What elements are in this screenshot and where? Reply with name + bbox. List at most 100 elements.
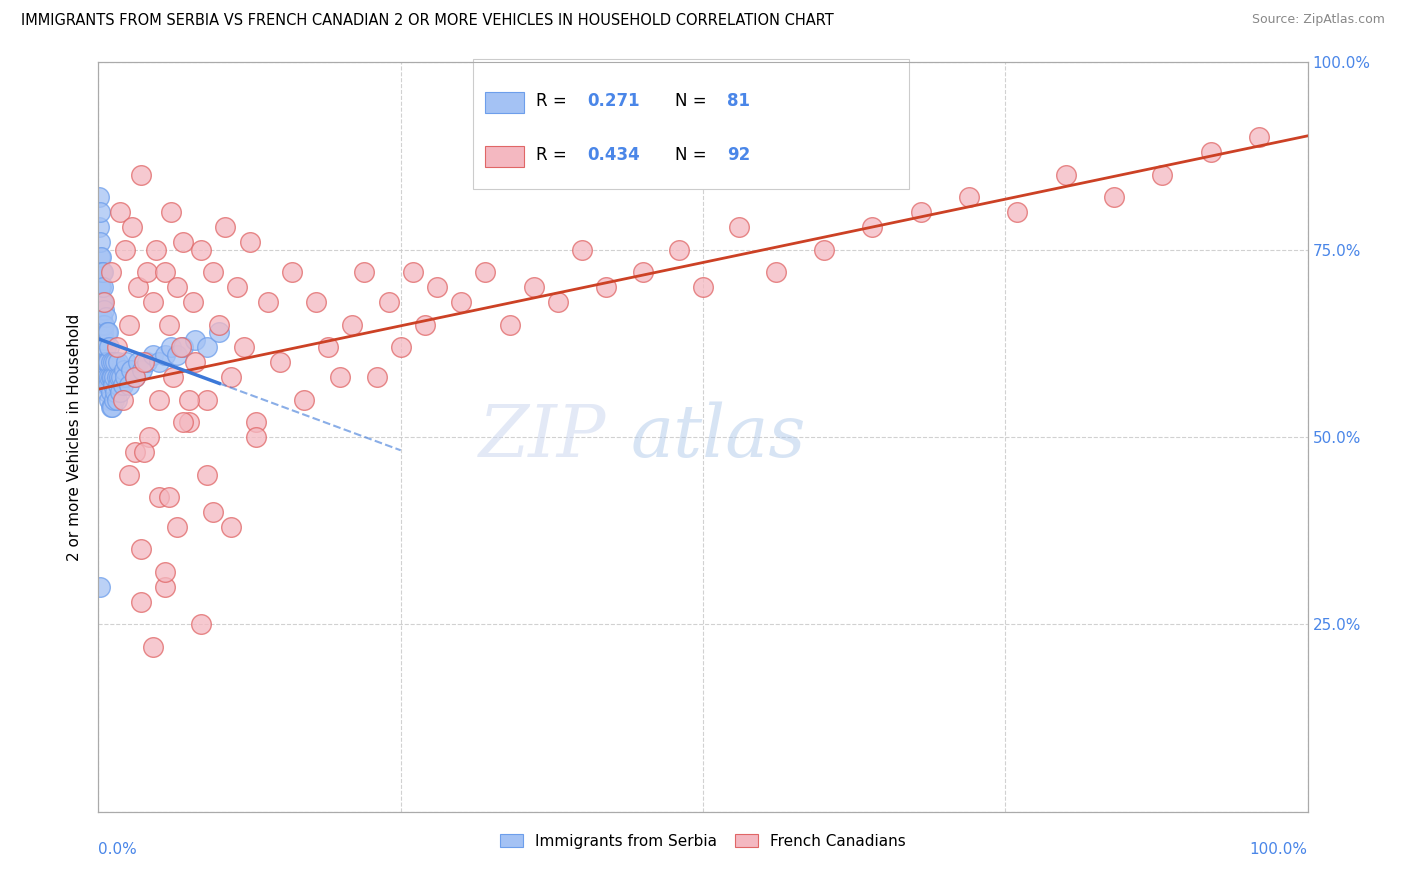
Point: [112, 362, 135, 376]
Point: [353, 265, 375, 279]
Point: [124, 445, 146, 459]
Point: [239, 235, 262, 250]
Point: [153, 265, 176, 279]
Point: [91, 295, 114, 310]
Point: [98, 392, 121, 407]
Text: ZIP: ZIP: [479, 401, 606, 473]
Point: [547, 295, 569, 310]
Point: [129, 542, 152, 557]
Point: [179, 415, 201, 429]
Point: [195, 340, 218, 354]
Point: [166, 348, 188, 362]
Point: [214, 220, 236, 235]
Point: [121, 220, 143, 235]
Text: 100.0%: 100.0%: [1250, 842, 1308, 856]
Point: [131, 362, 153, 376]
Point: [100, 355, 122, 369]
Point: [101, 355, 124, 369]
Point: [134, 445, 156, 459]
Point: [108, 370, 131, 384]
Point: [101, 377, 124, 392]
Point: [105, 340, 128, 354]
Point: [93, 318, 115, 332]
Point: [89, 265, 111, 279]
Point: [127, 280, 149, 294]
Point: [93, 295, 115, 310]
Point: [1054, 168, 1077, 182]
Point: [138, 430, 160, 444]
Point: [256, 295, 278, 310]
Point: [91, 295, 114, 310]
Text: 81: 81: [727, 92, 751, 110]
Point: [172, 415, 194, 429]
Point: [166, 280, 188, 294]
Point: [153, 580, 176, 594]
Point: [94, 340, 117, 354]
Point: [142, 348, 165, 362]
Point: [208, 318, 231, 332]
Point: [184, 355, 207, 369]
Point: [860, 220, 883, 235]
Point: [157, 318, 180, 332]
Point: [91, 280, 114, 294]
Point: [124, 370, 146, 384]
Point: [169, 340, 191, 354]
Text: 92: 92: [727, 146, 751, 164]
Point: [111, 392, 134, 407]
Point: [195, 467, 218, 482]
Point: [377, 295, 399, 310]
Point: [91, 265, 114, 279]
Point: [160, 340, 183, 354]
Point: [127, 355, 149, 369]
Point: [190, 243, 212, 257]
Point: [103, 370, 125, 384]
Point: [202, 505, 225, 519]
Text: 0.0%: 0.0%: [98, 842, 138, 856]
Text: 0.434: 0.434: [586, 146, 640, 164]
Point: [305, 295, 328, 310]
Point: [426, 280, 449, 294]
Point: [1102, 190, 1125, 204]
Point: [90, 295, 112, 310]
Point: [114, 370, 136, 384]
Point: [94, 355, 117, 369]
Point: [135, 355, 157, 369]
Point: [281, 265, 304, 279]
Point: [98, 370, 121, 384]
Point: [765, 265, 787, 279]
Point: [97, 355, 120, 369]
Point: [124, 370, 146, 384]
Point: [571, 243, 593, 257]
Point: [142, 640, 165, 654]
Point: [96, 385, 118, 400]
Point: [145, 243, 167, 257]
Point: [96, 355, 118, 369]
Point: [91, 325, 114, 339]
Point: [1249, 130, 1271, 145]
Point: [94, 377, 117, 392]
Point: [115, 355, 138, 369]
Point: [89, 295, 111, 310]
Point: [221, 370, 243, 384]
Point: [474, 265, 496, 279]
Point: [957, 190, 980, 204]
Point: [105, 370, 128, 384]
Point: [91, 318, 114, 332]
Point: [108, 385, 131, 400]
Point: [100, 265, 122, 279]
Point: [1007, 205, 1029, 219]
Point: [523, 280, 546, 294]
Point: [1199, 145, 1222, 160]
Text: N =: N =: [675, 92, 711, 110]
Point: [910, 205, 932, 219]
Point: [90, 265, 112, 279]
Point: [728, 220, 751, 235]
Text: atlas: atlas: [630, 401, 806, 473]
Point: [245, 430, 267, 444]
Point: [87, 220, 110, 235]
Point: [813, 243, 835, 257]
Point: [292, 392, 315, 407]
FancyBboxPatch shape: [485, 92, 524, 112]
Text: IMMIGRANTS FROM SERBIA VS FRENCH CANADIAN 2 OR MORE VEHICLES IN HOUSEHOLD CORREL: IMMIGRANTS FROM SERBIA VS FRENCH CANADIA…: [21, 13, 834, 29]
Point: [91, 355, 114, 369]
